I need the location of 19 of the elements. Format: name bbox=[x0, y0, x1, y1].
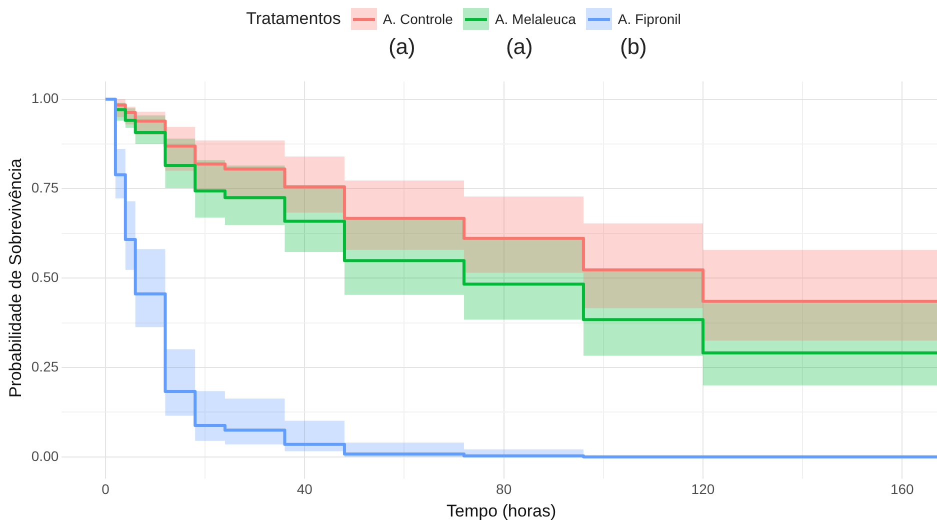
x-axis-title: Tempo (horas) bbox=[446, 501, 556, 520]
x-tick-label: 40 bbox=[296, 481, 313, 498]
y-tick-label: 0.25 bbox=[31, 358, 59, 374]
legend-label: A. Fipronil bbox=[618, 11, 681, 27]
y-tick-label: 0.00 bbox=[31, 448, 59, 464]
x-tick-label: 120 bbox=[691, 481, 715, 498]
text: (b) bbox=[620, 34, 647, 60]
legend-label: A. Melaleuca bbox=[494, 11, 576, 27]
x-tick-label: 80 bbox=[496, 481, 512, 498]
x-tick-label: 0 bbox=[102, 481, 110, 498]
y-axis-title: Probabilidade de Sobrevivência bbox=[6, 158, 25, 398]
y-tick-label: 0.50 bbox=[31, 268, 59, 285]
x-tick-label: 160 bbox=[890, 481, 914, 498]
y-tick-label: 0.75 bbox=[31, 180, 59, 196]
legend-label: A. Controle bbox=[382, 11, 453, 27]
text: (a) bbox=[506, 34, 533, 60]
legend-title: Tratamentos bbox=[246, 8, 341, 30]
y-tick-label: 1.00 bbox=[31, 90, 59, 106]
text: (a) bbox=[388, 34, 416, 60]
